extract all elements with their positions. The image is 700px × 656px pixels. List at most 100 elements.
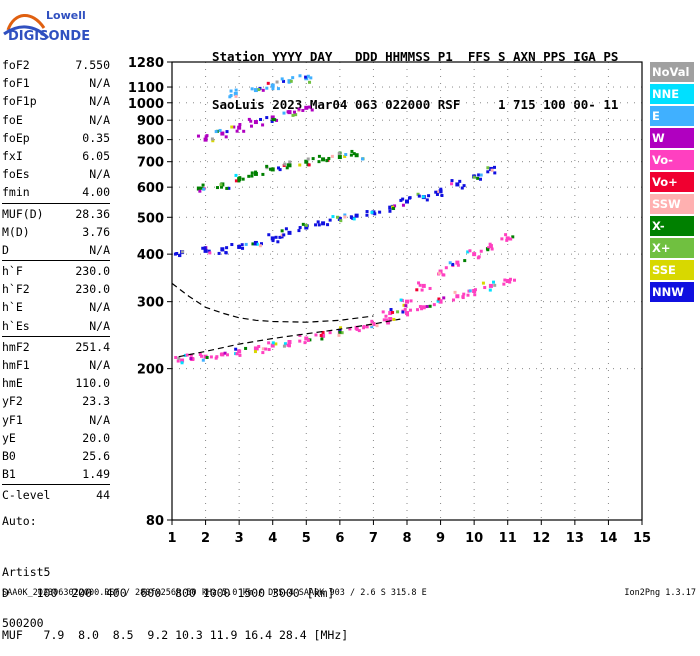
param-row: h`Es N/A (2, 317, 110, 335)
grid-dot (238, 391, 240, 392)
grid-dot (319, 216, 320, 218)
grid-dot (312, 161, 313, 163)
data-point (388, 205, 393, 210)
grid-dot (440, 153, 442, 154)
grid-dot (550, 368, 551, 370)
grid-dot (372, 167, 374, 168)
header-labels: Station YYYY DAY DDD HHMMSS P1 FFS S AXN… (212, 49, 619, 64)
grid-dot (249, 139, 250, 141)
data-point (337, 216, 342, 221)
grid-dot (389, 368, 390, 370)
grid-dot (473, 454, 475, 455)
grid-dot (372, 97, 374, 98)
grid-dot (607, 153, 609, 154)
grid-dot (339, 440, 341, 441)
grid-dot (372, 300, 374, 301)
grid-dot (473, 167, 475, 168)
grid-dot (382, 86, 383, 88)
grid-dot (473, 419, 475, 420)
grid-dot (305, 496, 307, 497)
grid-dot (305, 391, 307, 392)
grid-dot (417, 301, 418, 303)
grid-dot (238, 90, 240, 91)
grid-dot (550, 119, 551, 121)
grid-dot (440, 111, 442, 112)
grid-dot (473, 405, 475, 406)
echo-point (223, 351, 227, 355)
grid-dot (372, 510, 374, 511)
param-row: fmin 4.00 (2, 183, 110, 201)
grid-dot (205, 69, 207, 70)
grid-dot (574, 496, 576, 497)
grid-dot (205, 475, 207, 476)
grid-dot (389, 119, 390, 121)
grid-dot (473, 237, 475, 238)
echo-point (220, 185, 224, 189)
grid-dot (564, 253, 565, 255)
grid-dot (574, 202, 576, 203)
grid-dot (438, 253, 439, 255)
grid-dot (272, 349, 274, 350)
echo-point (273, 118, 277, 122)
grid-dot (200, 161, 201, 163)
grid-dot (410, 161, 411, 163)
echo-point (234, 347, 238, 351)
grid-dot (186, 119, 187, 121)
echo-point (244, 346, 248, 350)
grid-dot (272, 153, 274, 154)
grid-dot (406, 349, 408, 350)
grid-dot (339, 398, 341, 399)
grid-dot (179, 301, 180, 303)
grid-dot (452, 139, 453, 141)
echo-point (365, 210, 369, 214)
grid-dot (543, 119, 544, 121)
grid-dot (339, 230, 341, 231)
grid-dot (424, 368, 425, 370)
grid-dot (272, 300, 274, 301)
grid-dot (431, 301, 432, 303)
grid-dot (494, 86, 495, 88)
grid-dot (372, 475, 374, 476)
echo-point (450, 179, 454, 183)
echo-point (283, 162, 287, 166)
param-value: 23.3 (82, 394, 110, 409)
grid-dot (507, 377, 509, 378)
grid-dot (207, 119, 208, 121)
echo-point (230, 125, 234, 129)
echo-point (344, 153, 348, 157)
grid-dot (445, 119, 446, 121)
grid-dot (368, 253, 369, 255)
grid-dot (536, 86, 537, 88)
footer-info: SAA0K_2023063022000.RSF / 280fx256h 50 k… (2, 588, 427, 598)
grid-dot (205, 153, 207, 154)
grid-dot (508, 301, 509, 303)
grid-dot (440, 223, 442, 224)
echo-point (325, 159, 329, 163)
grid-dot (368, 139, 369, 141)
grid-dot (607, 517, 609, 518)
grid-dot (473, 111, 475, 112)
grid-dot (406, 167, 408, 168)
echo-point (479, 173, 483, 177)
echo-point (425, 198, 429, 202)
grid-dot (607, 132, 609, 133)
echo-point (462, 184, 466, 188)
echo-point (225, 246, 229, 250)
grid-dot (607, 258, 609, 259)
echo-point (271, 87, 275, 91)
grid-dot (277, 216, 278, 218)
grid-dot (440, 349, 442, 350)
grid-dot (205, 496, 207, 497)
logo: Lowell DIGISONDE (2, 4, 142, 44)
grid-dot (272, 174, 274, 175)
grid-dot (205, 468, 207, 469)
grid-dot (540, 356, 542, 357)
grid-dot (375, 253, 376, 255)
grid-dot (574, 363, 576, 364)
grid-dot (368, 119, 369, 121)
grid-dot (445, 216, 446, 218)
grid-dot (179, 161, 180, 163)
grid-dot (507, 181, 509, 182)
grid-dot (440, 90, 442, 91)
grid-dot (347, 186, 348, 188)
